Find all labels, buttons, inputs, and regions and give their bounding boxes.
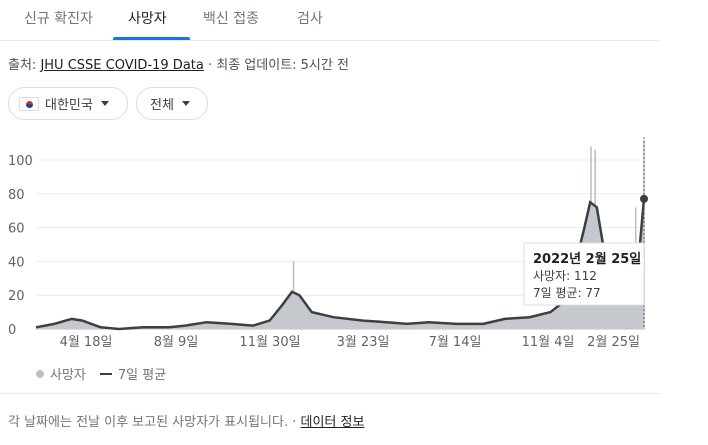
avg-area bbox=[36, 198, 644, 329]
y-tick-label: 60 bbox=[8, 222, 25, 237]
source-prefix: 출처: bbox=[8, 58, 41, 73]
x-tick-label: 2월 25일 bbox=[587, 335, 640, 350]
chevron-down-icon bbox=[100, 101, 109, 106]
tab-vaccinations[interactable]: 백신 접종 bbox=[203, 11, 259, 27]
x-tick-label: 8월 9일 bbox=[154, 335, 199, 350]
avg-line bbox=[35, 198, 646, 331]
legend-dot-icon bbox=[36, 369, 44, 378]
y-axis-labels: 0 20 40 60 80 100 bbox=[8, 154, 33, 338]
country-label: 대한민국 bbox=[45, 98, 93, 113]
active-tab-indicator bbox=[113, 37, 190, 40]
tab-tests[interactable]: 검사 bbox=[297, 11, 323, 27]
x-tick-label: 11월 30일 bbox=[239, 335, 300, 350]
x-tick-label: 7월 14일 bbox=[429, 335, 482, 350]
footer-text: 각 날짜에는 전날 이후 보고된 사망자가 표시됩니다. · bbox=[8, 415, 301, 430]
y-tick-label: 20 bbox=[8, 289, 25, 304]
source-link[interactable]: JHU CSSE COVID-19 Data bbox=[40, 58, 204, 73]
y-tick-label: 80 bbox=[8, 188, 25, 203]
y-tick-label: 100 bbox=[8, 154, 33, 169]
source-line: 출처: JHU CSSE COVID-19 Data · 최종 업데이트: 5시… bbox=[8, 54, 349, 73]
y-tick-label: 0 bbox=[8, 323, 16, 338]
legend-avg-label: 7일 평균 bbox=[117, 368, 167, 383]
tooltip-date: 2022년 2월 25일 bbox=[533, 251, 641, 267]
tab-bar: 신규 확진자 사망자 백신 접종 검사 bbox=[0, 0, 660, 41]
hover-point bbox=[640, 194, 648, 203]
x-tick-label: 11월 4일 bbox=[522, 335, 575, 350]
tooltip: 2022년 2월 25일 사망자: 112 7일 평균: 77 bbox=[523, 242, 645, 306]
tooltip-box bbox=[523, 242, 645, 306]
deaths-chart[interactable]: 0 20 40 60 80 100 4월 18일 8월 9일 11월 30일 3월 23일 7월 … bbox=[0, 130, 708, 360]
update-time: · 최종 업데이트: 5시간 전 bbox=[203, 58, 349, 73]
scope-label: 전체 bbox=[150, 98, 174, 113]
x-tick-label: 3월 23일 bbox=[337, 335, 390, 350]
tooltip-deaths: 사망자: 112 bbox=[533, 269, 597, 283]
legend-daily-label: 사망자 bbox=[50, 368, 86, 383]
korea-flag-icon bbox=[19, 96, 39, 111]
chart-legend: 사망자 7일 평균 bbox=[36, 364, 166, 383]
y-tick-label: 40 bbox=[8, 255, 25, 270]
scope-dropdown[interactable]: 전체 bbox=[136, 87, 208, 120]
chevron-down-icon bbox=[181, 101, 190, 106]
footer-divider bbox=[0, 393, 660, 394]
footer-note: 각 날짜에는 전날 이후 보고된 사망자가 표시됩니다. · 데이터 정보 bbox=[8, 411, 364, 430]
country-dropdown[interactable]: 대한민국 bbox=[8, 87, 128, 120]
tooltip-avg: 7일 평균: 77 bbox=[533, 286, 601, 300]
tab-deaths[interactable]: 사망자 bbox=[128, 11, 167, 27]
tab-new-cases[interactable]: 신규 확진자 bbox=[24, 11, 93, 27]
x-axis-labels: 4월 18일 8월 9일 11월 30일 3월 23일 7월 14일 11월 4일 2월 2… bbox=[60, 335, 640, 350]
legend-line-icon bbox=[99, 372, 112, 375]
x-tick-label: 4월 18일 bbox=[60, 335, 113, 350]
data-info-link[interactable]: 데이터 정보 bbox=[300, 415, 365, 430]
